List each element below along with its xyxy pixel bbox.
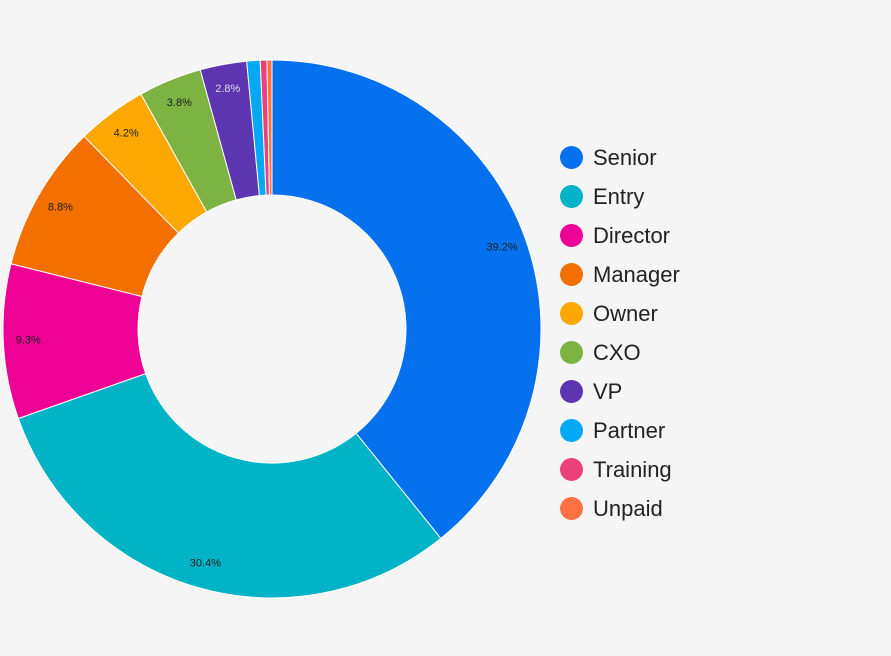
legend-swatch-icon: [560, 458, 583, 481]
legend-item-vp[interactable]: VP: [560, 372, 680, 411]
slice-label-senior: 39.2%: [486, 242, 517, 254]
legend-label: Partner: [593, 417, 666, 443]
slice-label-cxo: 3.8%: [167, 97, 192, 109]
legend-label: Unpaid: [593, 495, 663, 521]
legend-label: Owner: [593, 300, 658, 326]
legend-item-manager[interactable]: Manager: [560, 255, 680, 294]
legend-swatch-icon: [560, 146, 583, 169]
legend-item-unpaid[interactable]: Unpaid: [560, 489, 680, 528]
legend-swatch-icon: [560, 185, 583, 208]
slice-label-vp: 2.8%: [215, 83, 240, 95]
legend-label: VP: [593, 378, 623, 404]
slice-label-owner: 4.2%: [114, 127, 139, 139]
legend-label: Training: [593, 456, 672, 482]
legend-item-cxo[interactable]: CXO: [560, 333, 680, 372]
legend-label: Director: [593, 222, 671, 248]
legend-swatch-icon: [560, 224, 583, 247]
legend-swatch-icon: [560, 263, 583, 286]
legend-label: CXO: [593, 339, 641, 365]
legend-label: Entry: [593, 183, 645, 209]
legend-swatch-icon: [560, 341, 583, 364]
slice-senior[interactable]: [271, 59, 542, 540]
legend-item-owner[interactable]: Owner: [560, 294, 680, 333]
slice-label-manager: 8.8%: [48, 201, 73, 213]
slice-entry[interactable]: [17, 372, 442, 599]
legend-item-director[interactable]: Director: [560, 216, 680, 255]
slice-label-director: 9.3%: [16, 334, 41, 346]
legend-swatch-icon: [560, 419, 583, 442]
legend-item-training[interactable]: Training: [560, 450, 680, 489]
legend-label: Manager: [593, 261, 680, 287]
legend-swatch-icon: [560, 497, 583, 520]
slice-label-entry: 30.4%: [190, 558, 221, 570]
legend-item-senior[interactable]: Senior: [560, 138, 680, 177]
chart-legend: Senior Entry Director Manager Owner CXO VP Part…: [560, 138, 680, 528]
legend-item-entry[interactable]: Entry: [560, 177, 680, 216]
legend-swatch-icon: [560, 302, 583, 325]
legend-item-partner[interactable]: Partner: [560, 411, 680, 450]
donut-chart: 39.2% 30.4% 9.3% 8.8% 4.2% 3.8% 2.8%: [2, 59, 542, 599]
legend-label: Senior: [593, 144, 657, 170]
legend-swatch-icon: [560, 380, 583, 403]
slice-unpaid[interactable]: [266, 59, 273, 196]
